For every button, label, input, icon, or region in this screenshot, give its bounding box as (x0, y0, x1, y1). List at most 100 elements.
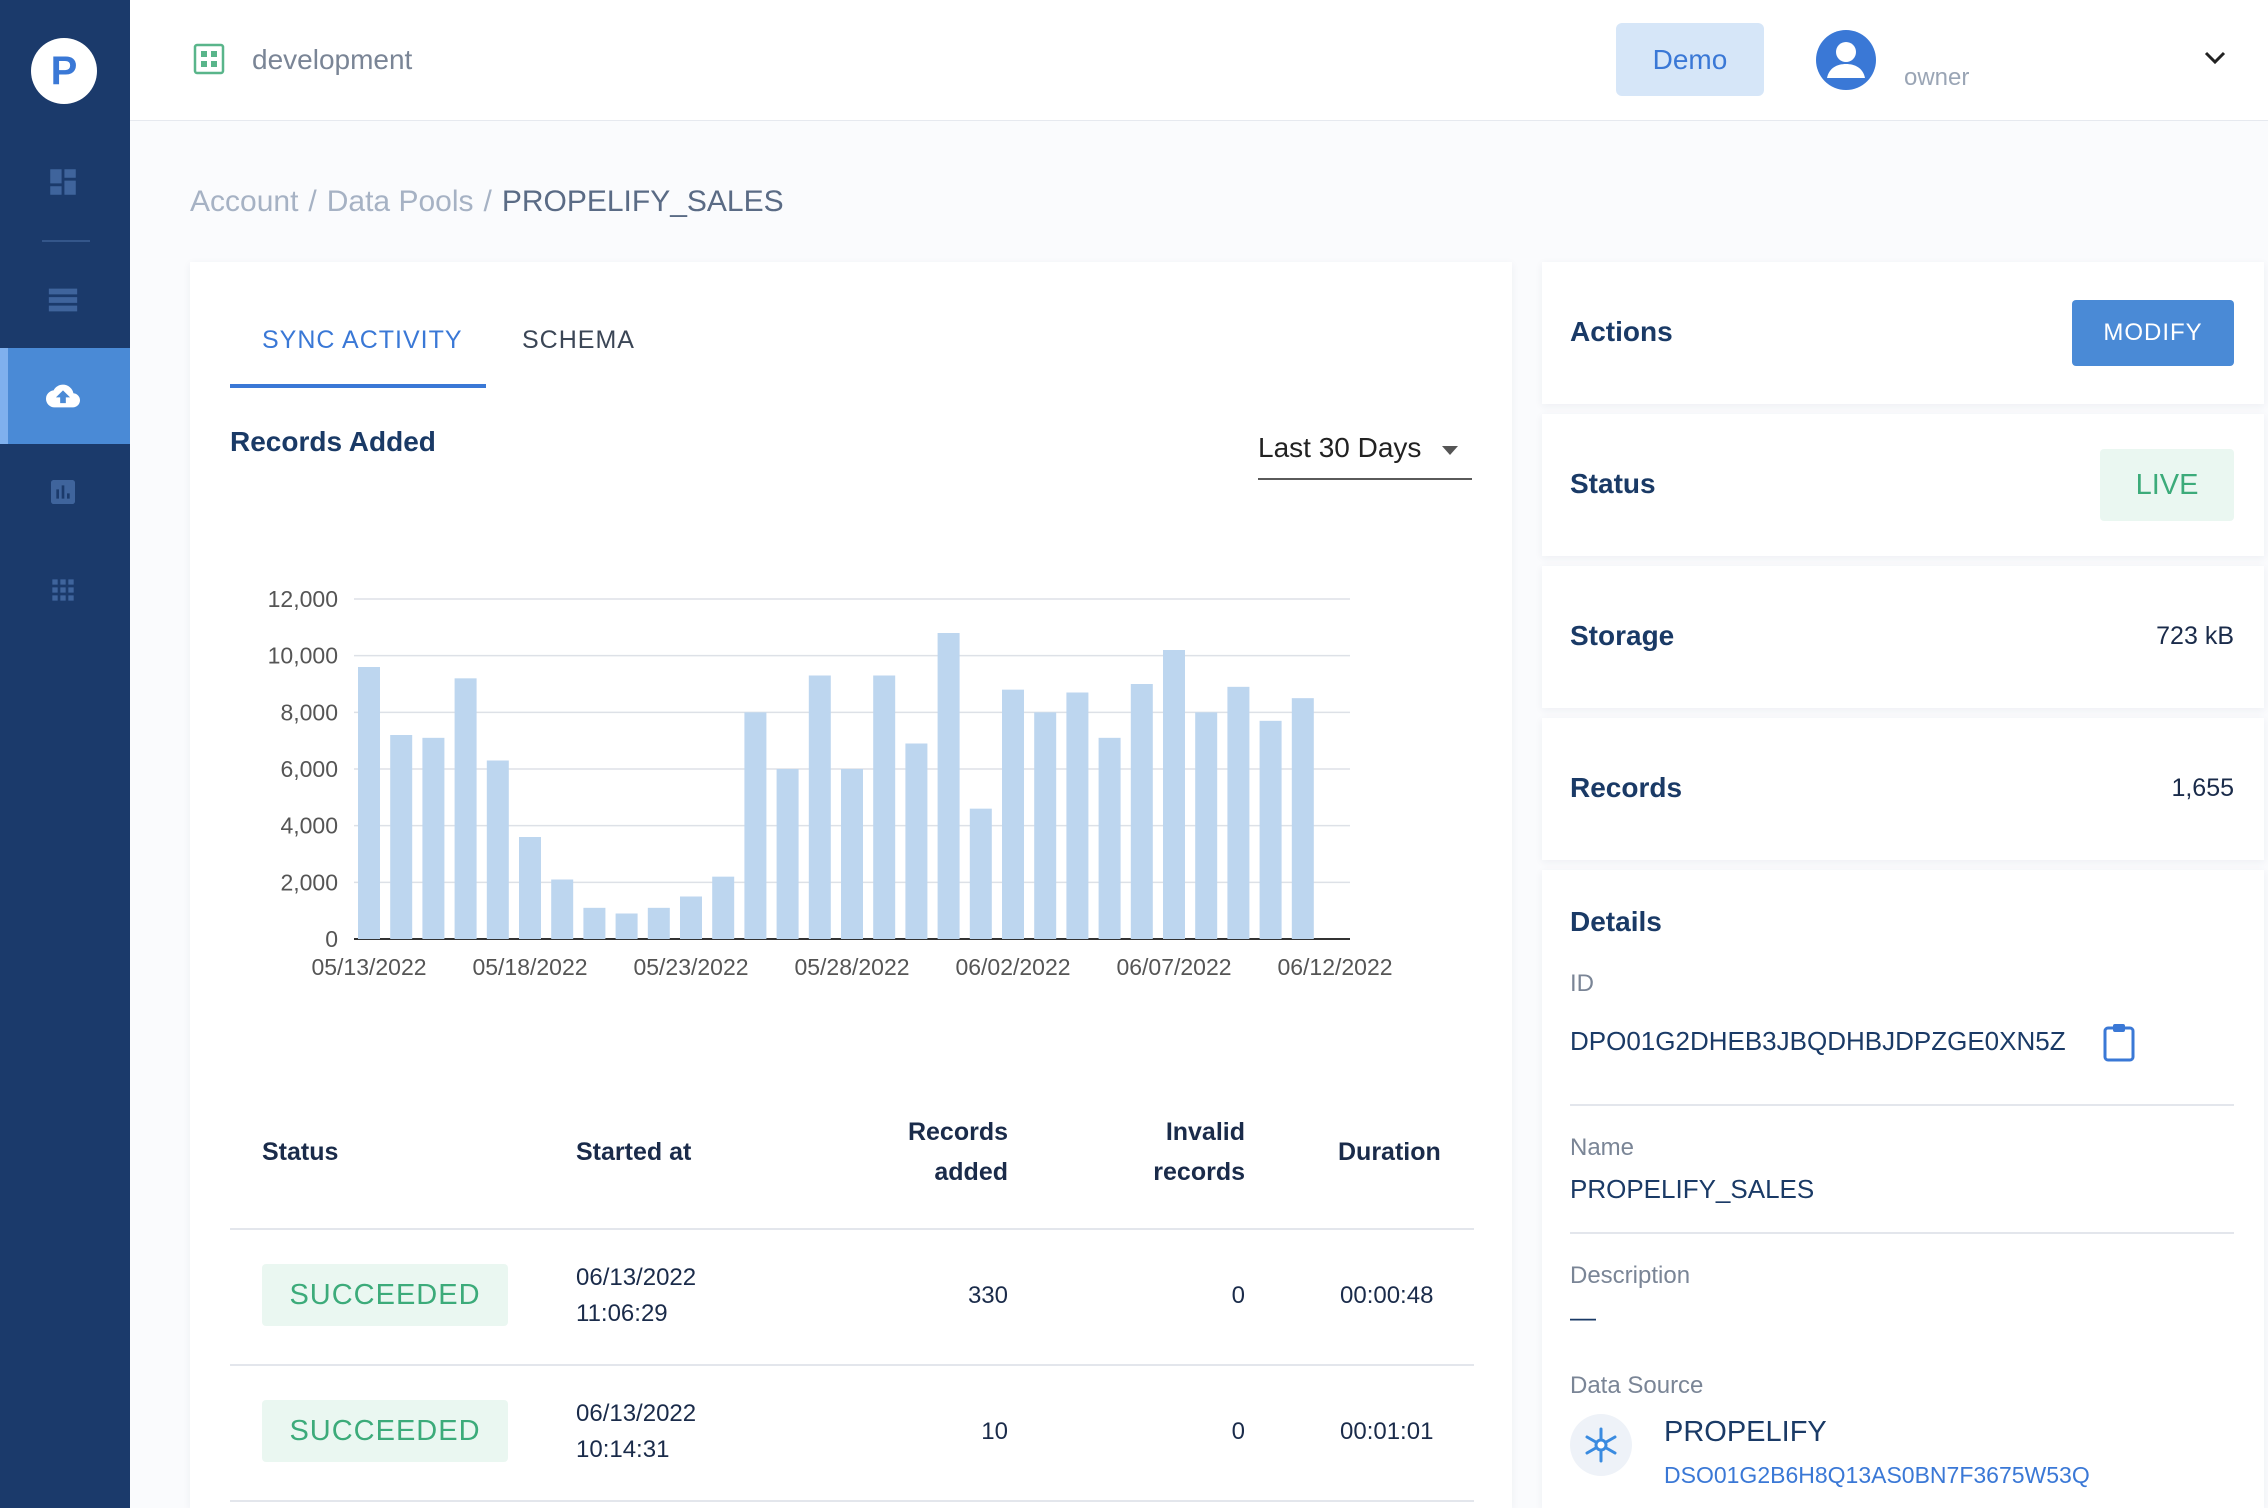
table-row-divider (230, 1500, 1474, 1502)
storage-value: 723 kB (2156, 622, 2234, 650)
nav-item-data-pools[interactable] (0, 348, 130, 444)
status-badge: SUCCEEDED (262, 1400, 508, 1462)
col-header-invalid-records-line2: records (1153, 1158, 1245, 1186)
snowflake-icon (1570, 1414, 1632, 1476)
table-row-divider (230, 1364, 1474, 1366)
bar (583, 907, 606, 939)
duration-cell: 00:00:48 (1340, 1282, 1434, 1309)
actions-card: Actions MODIFY (1542, 262, 2264, 404)
col-header-records-added-line2: added (934, 1158, 1008, 1186)
clipboard-icon[interactable] (2102, 1022, 2136, 1062)
y-tick-label: 2,000 (280, 869, 338, 895)
id-label: ID (1570, 970, 1594, 997)
started-time: 11:06:29 (576, 1300, 668, 1327)
records-added-cell: 10 (981, 1418, 1008, 1445)
x-tick-label: 05/13/2022 (311, 954, 426, 980)
live-status-badge: LIVE (2100, 449, 2234, 521)
data-source-name[interactable]: PROPELIFY (1664, 1416, 1827, 1448)
dashboard-icon[interactable] (45, 164, 81, 200)
col-header-invalid-records: Invalid records (1070, 1112, 1245, 1192)
bar (873, 675, 896, 939)
bar (712, 876, 735, 939)
started-time: 10:14:31 (576, 1436, 670, 1463)
breadcrumb-separator: / (308, 185, 317, 218)
sync-activity-card: SYNC ACTIVITY SCHEMA Records Added Last … (190, 262, 1512, 1508)
x-tick-label: 05/23/2022 (633, 954, 748, 980)
bar (1291, 698, 1314, 939)
bar (680, 896, 702, 939)
bar (1130, 684, 1153, 939)
records-added-chart: 0 2,000 4,000 6,000 8,000 10,000 12,000 05/13/2… (268, 586, 1393, 980)
chart-title: Records Added (230, 426, 436, 457)
tab-sync-activity[interactable]: SYNC ACTIVITY (262, 326, 463, 354)
y-tick-label: 12,000 (268, 586, 338, 612)
bar (390, 735, 413, 939)
bar (808, 675, 831, 939)
y-tick-label: 0 (325, 926, 338, 952)
list-icon[interactable] (45, 282, 81, 318)
demo-button[interactable]: Demo (1616, 23, 1764, 96)
col-header-started-at: Started at (576, 1138, 692, 1166)
date-range-value: Last 30 Days (1258, 432, 1422, 463)
modify-button[interactable]: MODIFY (2072, 300, 2234, 366)
records-added-cell: 330 (967, 1282, 1008, 1309)
bar (454, 678, 477, 939)
bar (1163, 650, 1185, 939)
invalid-records-cell: 0 (1231, 1282, 1245, 1309)
date-range-select[interactable]: Last 30 Days (1258, 432, 1472, 480)
breadcrumb: Account / Data Pools / PROPELIFY_SALES (190, 185, 784, 219)
storage-card: Storage 723 kB (1542, 566, 2264, 708)
app-logo[interactable]: P (31, 38, 97, 104)
details-card: Details ID DPO01G2DHEB3JBQDHBJDPZGE0XN5Z… (1542, 870, 2264, 1508)
invalid-records-cell: 0 (1231, 1418, 1245, 1445)
details-title: Details (1570, 906, 1662, 937)
records-label: Records (1570, 772, 1683, 803)
col-header-invalid-records-line1: Invalid (1165, 1118, 1245, 1146)
bar (1259, 720, 1282, 939)
bar (422, 737, 445, 939)
started-date: 06/13/2022 (576, 1264, 697, 1291)
topbar: development Demo owner (130, 0, 2268, 121)
records-value: 1,655 (2171, 774, 2234, 802)
col-header-status: Status (262, 1138, 339, 1166)
bar (486, 760, 509, 939)
details-divider (1570, 1104, 2234, 1106)
environment-icon (192, 42, 226, 76)
grid-apps-icon[interactable] (45, 572, 81, 608)
cloud-upload-icon[interactable] (45, 378, 81, 414)
active-tab-indicator (230, 384, 486, 388)
started-at-cell: 06/13/2022 11:06:29 (576, 1260, 696, 1332)
table-row-divider (230, 1228, 1474, 1230)
status-card: Status LIVE (1542, 414, 2264, 556)
bar (841, 769, 863, 939)
bar (519, 837, 541, 939)
chevron-down-icon[interactable] (2202, 48, 2228, 68)
user-avatar-icon[interactable] (1816, 30, 1876, 90)
caret-down-icon (1442, 446, 1458, 455)
breadcrumb-account[interactable]: Account (190, 185, 299, 218)
x-tick-label: 05/28/2022 (794, 954, 909, 980)
tab-schema[interactable]: SCHEMA (522, 326, 635, 354)
x-tick-label: 05/18/2022 (472, 954, 587, 980)
records-card: Records 1,655 (1542, 718, 2264, 860)
col-header-duration: Duration (1338, 1138, 1441, 1166)
breadcrumb-data-pools[interactable]: Data Pools (326, 185, 474, 218)
data-source-label: Data Source (1570, 1372, 1704, 1399)
actions-label: Actions (1570, 316, 1673, 347)
bar (776, 769, 799, 939)
y-tick-label: 10,000 (268, 643, 338, 669)
logo-letter: P (50, 48, 78, 93)
bar (647, 907, 670, 939)
data-source-id-link[interactable]: DSO01G2B6H8Q13AS0BN7F3675W53Q (1664, 1462, 2090, 1488)
details-divider (1570, 1232, 2234, 1234)
environment-label[interactable]: development (252, 44, 413, 75)
sidebar: P (0, 0, 130, 1508)
description-value: — (1570, 1302, 1596, 1332)
bar (1098, 737, 1121, 939)
x-tick-label: 06/02/2022 (955, 954, 1070, 980)
breadcrumb-separator: / (483, 185, 492, 218)
bar (551, 879, 574, 939)
bar-chart-icon[interactable] (45, 474, 81, 510)
name-label: Name (1570, 1134, 1635, 1161)
storage-label: Storage (1570, 620, 1675, 651)
